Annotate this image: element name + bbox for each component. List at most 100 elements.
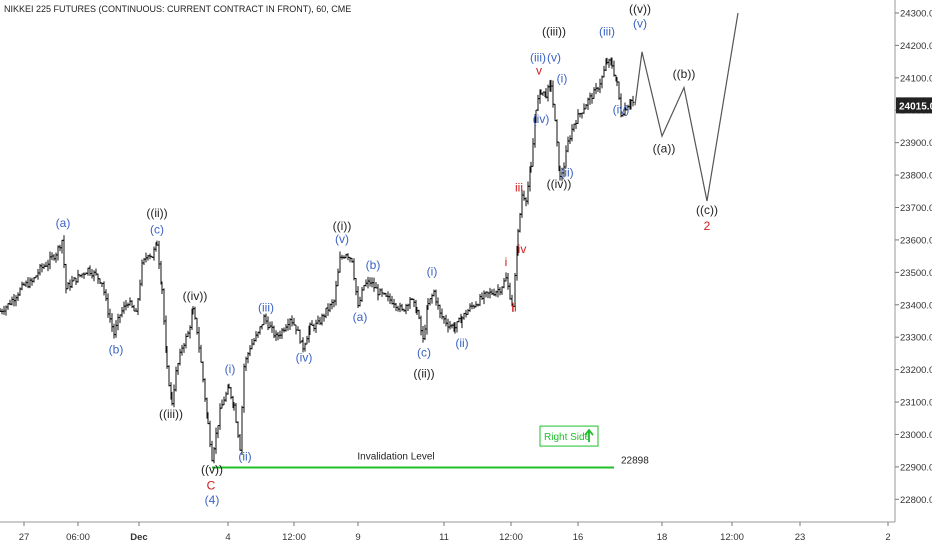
ohlc-bar	[356, 286, 360, 308]
ohlc-bar	[254, 331, 258, 342]
ohlc-bar	[504, 272, 508, 282]
ohlc-bar	[56, 245, 60, 261]
ohlc-bar	[388, 293, 392, 305]
wave-label: (a)	[353, 310, 368, 324]
x-tick-label: 2	[885, 532, 890, 543]
x-tick-label: 23	[795, 532, 806, 543]
ohlc-bar	[284, 324, 288, 332]
ohlc-bar	[94, 268, 98, 276]
ohlc-bar	[108, 308, 112, 323]
ohlc-bar	[180, 344, 184, 356]
wave-label: (ii)	[560, 166, 573, 180]
ohlc-bar	[531, 138, 535, 167]
y-tick-label: 23300.0	[900, 333, 932, 344]
ohlc-bar	[438, 304, 442, 319]
wave-label: (iv)	[533, 112, 550, 126]
ohlc-bar	[392, 298, 396, 309]
ohlc-bar	[48, 251, 52, 270]
y-tick-label: 23800.0	[900, 171, 932, 182]
ohlc-bar	[10, 296, 14, 306]
last-price-label: 24015.0	[899, 101, 932, 112]
ohlc-bar	[24, 280, 28, 288]
ohlc-bar	[502, 277, 506, 289]
wave-label: ((c))	[696, 203, 718, 217]
wave-label: v	[536, 64, 542, 78]
y-tick-label: 24300.0	[900, 8, 932, 19]
ohlc-bar	[210, 440, 214, 462]
ohlc-bar	[574, 120, 578, 129]
ohlc-bar	[576, 109, 580, 124]
ohlc-bar	[292, 317, 296, 326]
ohlc-bar	[172, 384, 176, 408]
ohlc-bar	[564, 145, 568, 168]
ohlc-bar	[455, 321, 459, 333]
wave-label: ((v))	[201, 462, 223, 476]
ohlc-bar	[60, 239, 64, 254]
wave-label: iv	[518, 242, 527, 256]
ohlc-bar	[366, 276, 370, 289]
ohlc-bar	[374, 281, 378, 289]
y-tick-label: 24100.0	[900, 73, 932, 84]
ohlc-bar	[116, 313, 120, 331]
wave-label: 1	[637, 0, 644, 3]
invalidation-value: 22898	[621, 456, 649, 467]
ohlc-bar	[52, 254, 56, 261]
ohlc-bar	[446, 318, 450, 333]
ohlc-bar	[310, 320, 314, 326]
y-tick-label: 23900.0	[900, 138, 932, 149]
wave-label: ((iv))	[183, 289, 208, 303]
ohlc-bar	[16, 292, 20, 301]
ohlc-bar	[338, 251, 342, 273]
ohlc-bar	[326, 303, 330, 316]
wave-label: ((a))	[653, 141, 676, 155]
ohlc-bar	[354, 277, 358, 296]
ohlc-bar	[216, 424, 220, 439]
ohlc-bar	[240, 405, 244, 455]
ohlc-bar	[152, 246, 156, 261]
ohlc-bar	[518, 212, 522, 233]
ohlc-bar	[464, 309, 468, 318]
x-tick-label: Dec	[130, 532, 147, 543]
wave-label: (i)	[557, 72, 568, 86]
wave-label: (iv)	[296, 351, 313, 365]
wave-label: ((ii))	[413, 367, 434, 381]
wave-label: (v)	[547, 51, 561, 65]
right-side-label: Right Side	[544, 432, 591, 443]
ohlc-bar	[86, 267, 90, 276]
ohlc-bar	[132, 304, 136, 312]
ohlc-bar	[352, 258, 356, 281]
ohlc-bar	[54, 252, 58, 263]
wave-label: (i)	[225, 362, 236, 376]
ohlc-bar	[580, 112, 584, 119]
ohlc-bar	[378, 288, 382, 296]
ohlc-bar	[110, 313, 114, 332]
ohlc-bar	[82, 272, 86, 279]
ohlc-bar	[592, 87, 596, 99]
y-tick-label: 22900.0	[900, 462, 932, 473]
ohlc-bar	[568, 135, 572, 145]
ohlc-bar	[218, 403, 222, 430]
ohlc-bar	[186, 330, 190, 338]
ohlc-bar	[372, 277, 376, 292]
ohlc-bar	[159, 260, 163, 285]
wave-label: (v)	[633, 17, 647, 31]
ohlc-bar	[436, 297, 440, 310]
ohlc-bar	[478, 294, 482, 306]
invalidation-label: Invalidation Level	[357, 452, 434, 463]
ohlc-bar	[126, 302, 130, 308]
ohlc-bar	[2, 305, 6, 315]
ohlc-bar	[88, 265, 92, 276]
ohlc-bar	[193, 306, 197, 320]
x-tick-label: 27	[19, 532, 30, 543]
ohlc-bar	[572, 123, 576, 132]
wave-label: 2	[704, 219, 711, 233]
ohlc-bar	[176, 362, 180, 375]
ohlc-bar	[104, 289, 108, 302]
ohlc-bar	[408, 296, 412, 309]
ohlc-bar	[524, 197, 528, 207]
ohlc-bar	[197, 326, 201, 353]
ohlc-bar	[602, 65, 606, 78]
ohlc-bar	[199, 344, 203, 363]
ohlc-bar	[296, 326, 300, 331]
